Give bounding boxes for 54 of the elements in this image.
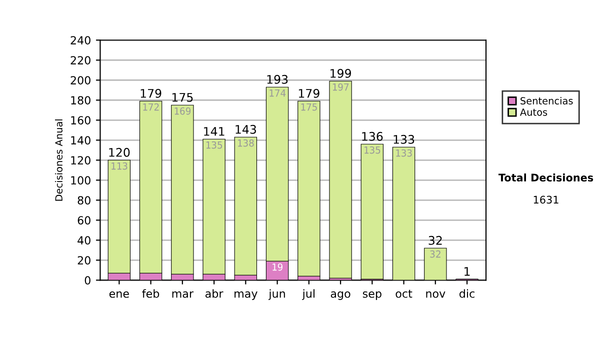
total-label: 141 xyxy=(204,127,224,136)
data-label: 135 xyxy=(206,141,222,149)
data-label: 32 xyxy=(430,250,440,258)
data-label: 138 xyxy=(238,139,254,147)
y-tick-label: 140 xyxy=(71,136,90,145)
y-tick-label: 20 xyxy=(78,256,90,265)
y-tick-label: 60 xyxy=(78,216,90,225)
data-label: 175 xyxy=(301,103,317,111)
x-tick-label: ene xyxy=(109,291,129,298)
x-tick-label: jul xyxy=(302,289,314,300)
total-label: 143 xyxy=(236,124,256,134)
data-label: 172 xyxy=(143,103,159,111)
x-tick-label: nov xyxy=(426,291,446,298)
y-tick-label: 220 xyxy=(70,56,90,65)
x-tick-label: may xyxy=(234,291,258,300)
y-tick-label: 80 xyxy=(78,196,90,205)
data-label: 19 xyxy=(272,263,282,271)
x-tick-label: sep xyxy=(362,291,382,300)
x-tick-label: oct xyxy=(396,290,412,298)
y-tick-label: 180 xyxy=(71,96,90,105)
x-tick-label: dic xyxy=(460,289,474,298)
text: 1631 xyxy=(534,196,558,204)
total-label: 32 xyxy=(428,236,442,245)
total-label: 120 xyxy=(109,148,130,157)
x-tick-label: ago xyxy=(330,291,350,300)
data-label: 169 xyxy=(174,107,191,115)
x-tick-label: abr xyxy=(205,289,224,298)
x-tick-label: feb xyxy=(142,289,160,298)
text: Total Decisiones xyxy=(498,173,594,182)
y-axis-title: Decisiones Anual xyxy=(55,119,63,201)
total-label: 199 xyxy=(330,68,351,78)
total-label: 133 xyxy=(394,134,414,144)
total-label: 136 xyxy=(362,132,383,141)
y-tick-label: 100 xyxy=(71,176,90,185)
data-label: 174 xyxy=(270,89,286,97)
total-label: 175 xyxy=(172,93,193,102)
y-tick-label: 240 xyxy=(70,36,90,44)
y-tick-label: 120 xyxy=(71,156,90,165)
legend-label: Autos xyxy=(520,108,548,116)
total-label: 179 xyxy=(140,88,162,98)
x-tick-label: mar xyxy=(172,291,194,298)
data-label: 135 xyxy=(364,146,380,154)
x-tick-label: jun xyxy=(268,289,285,300)
y-tick-label: 0 xyxy=(84,276,90,285)
data-label: 133 xyxy=(396,149,412,157)
total-label: 193 xyxy=(267,74,288,84)
total-label: 1 xyxy=(464,267,470,276)
y-tick-label: 200 xyxy=(70,76,90,85)
data-label: 113 xyxy=(112,162,128,170)
legend-label: Sentencias xyxy=(520,96,573,104)
total-label: 179 xyxy=(298,88,320,98)
y-tick-label: 160 xyxy=(71,116,90,125)
data-label: 197 xyxy=(332,83,349,91)
y-tick-label: 40 xyxy=(78,236,90,245)
